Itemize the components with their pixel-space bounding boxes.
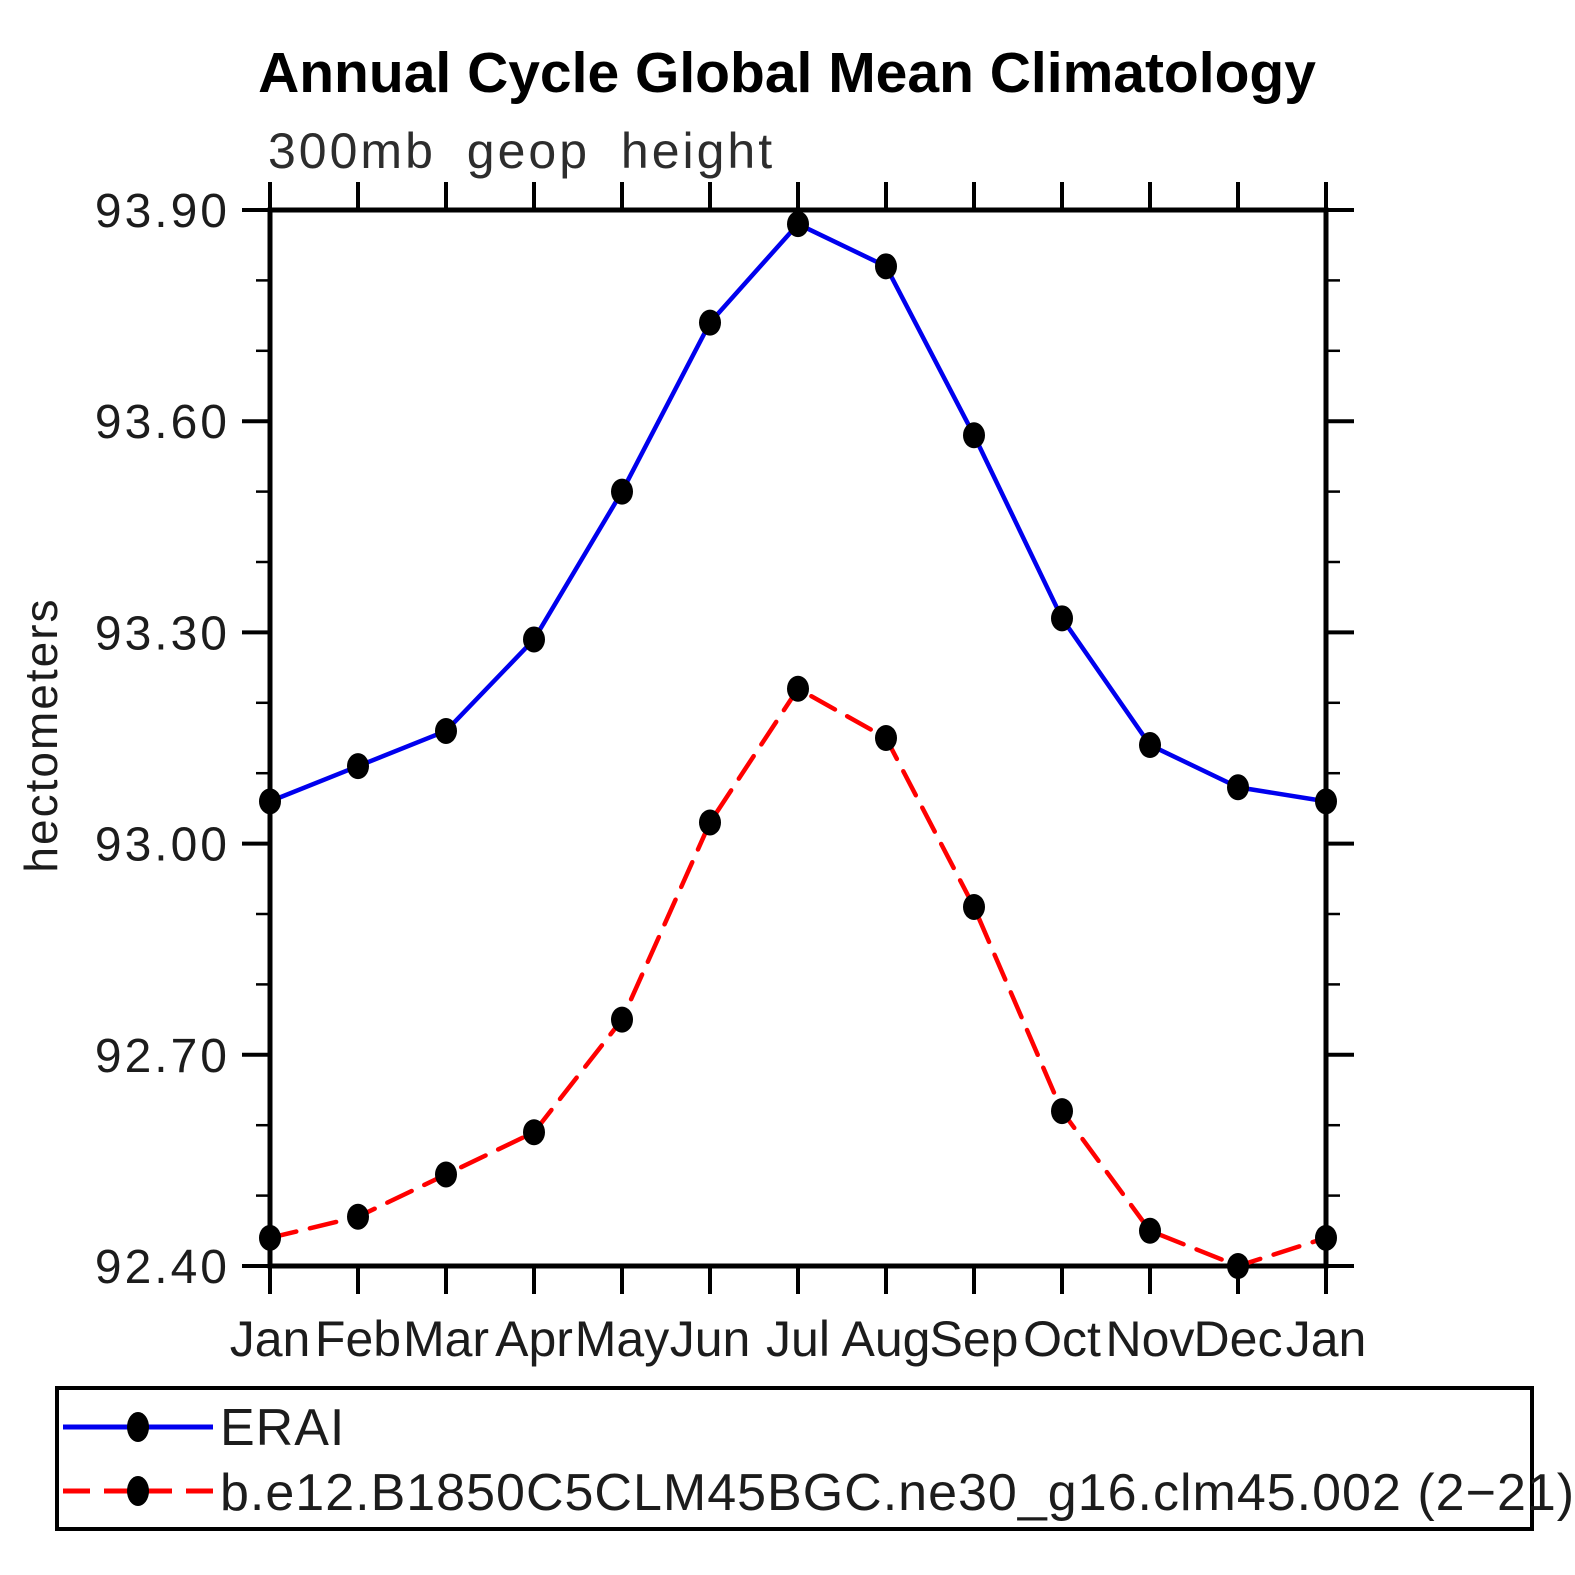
x-tick-label: Nov	[1106, 1311, 1195, 1367]
x-tick-label: Mar	[403, 1311, 489, 1367]
series-line-model	[267, 686, 1329, 1269]
data-point-marker	[875, 725, 897, 751]
x-tick-label: Jan	[230, 1311, 311, 1367]
data-point-marker	[875, 253, 897, 280]
data-point-marker	[1227, 774, 1249, 801]
y-tick-label: 93.30	[95, 607, 230, 660]
data-point-marker	[1051, 1098, 1073, 1125]
y-tick-label: 93.60	[95, 396, 230, 449]
data-point-marker	[523, 1119, 545, 1146]
chart-title: Annual Cycle Global Mean Climatology	[258, 41, 1316, 105]
legend-label-erai: ERAI	[220, 1399, 345, 1457]
data-point-marker	[611, 1006, 633, 1033]
data-point-marker	[1051, 605, 1073, 632]
x-tick-label: Oct	[1023, 1311, 1101, 1367]
x-tick-label: Dec	[1194, 1311, 1283, 1367]
data-point-marker	[1315, 1224, 1337, 1251]
x-tick-label: Jul	[766, 1311, 830, 1367]
data-point-marker	[259, 1224, 281, 1251]
data-point-marker	[259, 788, 281, 815]
data-point-marker	[435, 717, 457, 744]
data-point-marker	[1139, 732, 1161, 759]
legend-box	[55, 1386, 1534, 1531]
chart-subtitle: 300mb geop height	[268, 123, 775, 179]
legend-marker-model	[127, 1476, 149, 1506]
data-point-marker	[1227, 1253, 1249, 1279]
data-point-marker	[787, 211, 809, 238]
data-point-marker	[1315, 788, 1337, 815]
data-point-marker	[699, 809, 721, 836]
x-tick-label: Jan	[1286, 1311, 1367, 1367]
data-point-marker	[699, 309, 721, 336]
legend: ERAI b.e12.B1850C5CLM45BGC.ne30_g16.clm4…	[55, 1386, 1575, 1531]
data-point-marker	[1139, 1217, 1161, 1244]
data-point-marker	[435, 1161, 457, 1188]
x-tick-label: Feb	[315, 1311, 401, 1367]
legend-entry-erai: ERAI	[63, 1399, 345, 1457]
x-tick-label: May	[575, 1311, 669, 1367]
x-tick-label: Jun	[670, 1311, 751, 1367]
data-point-marker	[347, 1203, 369, 1230]
data-point-marker	[963, 893, 985, 920]
x-tick-label: Sep	[930, 1311, 1019, 1367]
legend-entry-model: b.e12.B1850C5CLM45BGC.ne30_g16.clm45.002…	[63, 1464, 1575, 1522]
data-point-marker	[787, 675, 809, 702]
y-tick-label: 93.00	[95, 819, 230, 872]
y-tick-label: 93.90	[95, 185, 230, 238]
data-point-marker	[611, 478, 633, 505]
legend-marker-erai	[127, 1412, 149, 1442]
data-point-marker	[963, 422, 985, 449]
x-tick-label: Apr	[495, 1311, 573, 1367]
legend-label-model: b.e12.B1850C5CLM45BGC.ne30_g16.clm45.002…	[220, 1464, 1575, 1522]
data-point-marker	[347, 753, 369, 780]
y-tick-label: 92.40	[95, 1241, 230, 1294]
y-axis-label: hectometers	[15, 597, 67, 872]
x-tick-label: Aug	[842, 1311, 931, 1367]
data-point-marker	[523, 626, 545, 653]
y-tick-label: 92.70	[95, 1030, 230, 1083]
series-line-erai	[267, 221, 1329, 804]
